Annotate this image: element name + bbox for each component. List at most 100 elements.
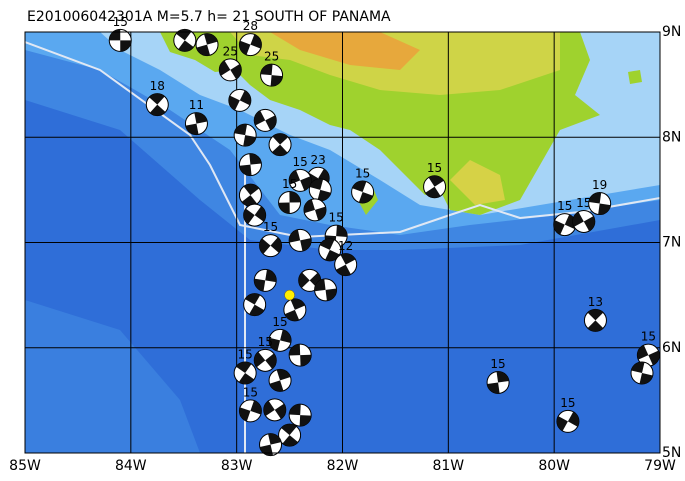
compression-quadrant — [270, 75, 283, 87]
compression-quadrant — [281, 424, 297, 436]
compression-quadrant — [260, 64, 273, 76]
compression-quadrant — [230, 64, 242, 80]
beachball — [630, 361, 654, 385]
compression-quadrant — [496, 371, 509, 383]
compression-quadrant — [280, 329, 292, 344]
beachball — [253, 268, 277, 292]
beachball — [243, 293, 267, 317]
compression-quadrant — [553, 220, 565, 235]
beachball — [195, 33, 219, 57]
x-tick-label: 82W — [327, 458, 359, 474]
beachball — [268, 368, 292, 392]
depth-label: 18 — [150, 79, 165, 93]
compression-quadrant — [631, 362, 645, 374]
compression-quadrant — [314, 278, 326, 292]
compression-quadrant — [249, 153, 262, 165]
map-frame — [24, 31, 661, 454]
compression-quadrant — [289, 344, 301, 356]
depth-label: 15 — [237, 348, 252, 362]
beachball — [268, 133, 292, 157]
compression-quadrant — [196, 44, 211, 56]
compression-quadrant — [352, 180, 367, 192]
compression-quadrant — [254, 278, 266, 292]
beachball — [556, 409, 580, 433]
beachball — [314, 278, 338, 302]
beachball — [253, 108, 277, 132]
depth-label: 15 — [427, 161, 442, 175]
compression-quadrant — [250, 400, 262, 415]
compression-quadrant — [194, 112, 208, 124]
compression-quadrant — [239, 407, 251, 422]
compression-quadrant — [289, 170, 301, 185]
compression-quadrant — [234, 124, 248, 136]
compression-quadrant — [428, 175, 444, 187]
compression-quadrant — [314, 206, 326, 221]
depth-label: 15 — [272, 315, 287, 329]
depth-label: 15 — [355, 166, 370, 180]
beachball — [238, 399, 262, 423]
depth-label: 25 — [264, 50, 279, 64]
depth-label: 12 — [338, 239, 353, 253]
beachball — [268, 328, 292, 352]
depth-label: 15 — [282, 177, 297, 191]
compression-quadrant — [278, 202, 290, 214]
compression-quadrant — [245, 293, 261, 305]
beachball — [303, 198, 327, 222]
compression-quadrant — [598, 203, 611, 215]
compression-quadrant — [276, 369, 291, 381]
mountain — [270, 32, 420, 70]
compression-quadrant — [249, 304, 265, 316]
compression-quadrant — [254, 351, 266, 368]
depth-label: 15 — [641, 330, 656, 344]
compression-quadrant — [289, 229, 301, 243]
compression-quadrant — [290, 298, 306, 310]
beachball — [233, 123, 257, 147]
depth-label: 15 — [490, 357, 505, 371]
compression-quadrant — [317, 189, 331, 201]
compression-quadrant — [300, 238, 312, 252]
x-tick-label: 85W — [9, 458, 41, 474]
beachball — [588, 192, 612, 216]
depth-label: 15 — [557, 199, 572, 213]
x-tick-label: 83W — [221, 458, 253, 474]
epicenter — [284, 289, 295, 301]
beachball — [278, 423, 302, 447]
beachball — [288, 168, 312, 192]
compression-quadrant — [265, 353, 277, 369]
compression-quadrant — [120, 40, 132, 52]
compression-quadrant — [239, 164, 252, 176]
compression-quadrant — [254, 206, 266, 222]
beachball — [553, 213, 577, 237]
depth-label: 25 — [223, 44, 238, 58]
compression-quadrant — [299, 415, 312, 427]
beachball — [259, 433, 283, 457]
x-tick-label: 81W — [432, 458, 464, 474]
beachball — [263, 398, 287, 422]
compression-quadrant — [149, 104, 166, 116]
depth-label: 15 — [263, 220, 278, 234]
compression-quadrant — [587, 309, 604, 321]
compression-quadrant — [336, 225, 348, 237]
compression-quadrant — [219, 60, 231, 76]
compression-quadrant — [228, 95, 240, 111]
compression-quadrant — [335, 264, 351, 276]
compression-quadrant — [238, 373, 255, 385]
compression-quadrant — [587, 320, 604, 332]
depth-label: 19 — [592, 178, 607, 192]
depth-label: 15 — [243, 385, 258, 399]
compression-quadrant — [303, 199, 315, 214]
compression-quadrant — [263, 400, 275, 416]
beachball — [259, 234, 283, 258]
map-title: E201006042301A M=5.7 h= 21 SOUTH OF PANA… — [27, 9, 391, 25]
compression-quadrant — [268, 433, 282, 445]
compression-quadrant — [259, 238, 271, 254]
beachball — [173, 28, 197, 52]
compression-quadrant — [269, 337, 281, 352]
y-tick-label: 5N — [662, 445, 681, 461]
compression-quadrant — [309, 178, 324, 190]
compression-quadrant — [300, 354, 312, 367]
island — [628, 70, 642, 84]
beachball — [334, 253, 358, 277]
